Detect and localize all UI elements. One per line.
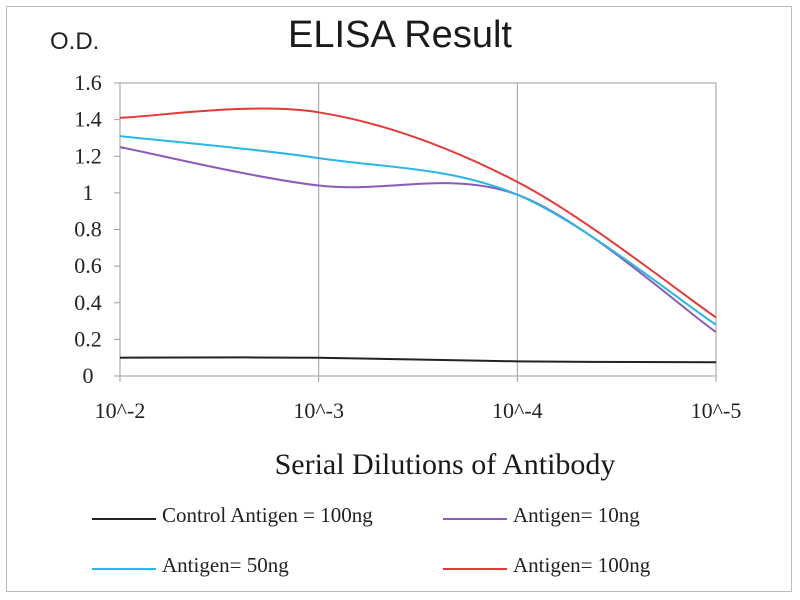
y-tick-label: 0	[83, 363, 94, 388]
x-tick-label: 10^-3	[293, 398, 344, 423]
chart-frame	[6, 6, 792, 592]
series-line-3	[119, 107, 717, 319]
x-axis-label: Serial Dilutions of Antibody	[274, 448, 616, 481]
y-tick-label: 0.4	[74, 290, 102, 315]
y-tick-label: 0.6	[74, 253, 102, 278]
x-tick-label: 10^-4	[492, 398, 543, 423]
series-line-1	[119, 146, 717, 333]
y-axis-label: O.D.	[50, 28, 100, 55]
plot-area	[119, 82, 717, 377]
y-tick-label: 1.6	[74, 70, 102, 95]
y-tick-label: 1	[83, 180, 94, 205]
y-tick-label: 1.4	[74, 107, 102, 132]
chart-title: ELISA Result	[288, 14, 512, 56]
x-tick-label: 10^-5	[691, 398, 742, 423]
y-tick-label: 1.2	[74, 143, 102, 168]
series-line-2	[119, 135, 717, 326]
series-line-0	[119, 356, 717, 364]
y-tick-label: 0.2	[74, 326, 102, 351]
y-tick-label: 0.8	[74, 217, 102, 242]
x-tick-label: 10^-2	[95, 398, 146, 423]
